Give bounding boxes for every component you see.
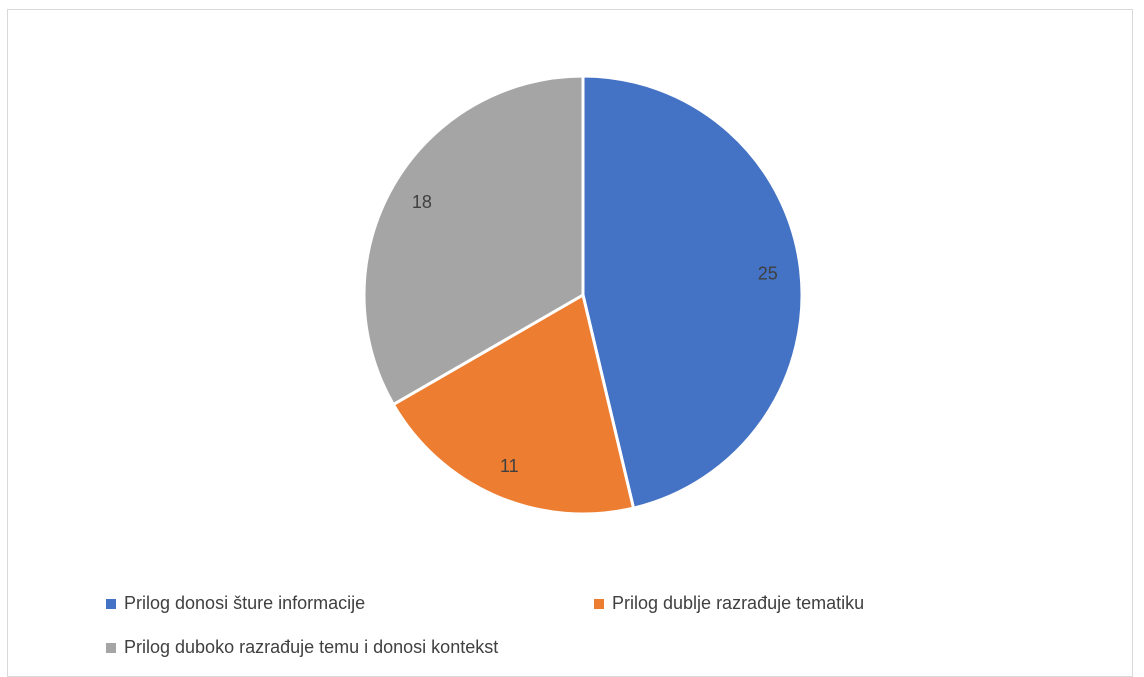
legend-label: Prilog dublje razrađuje tematiku	[612, 593, 865, 613]
legend-item-sture-informacije: Prilog donosi šture informacije	[106, 593, 365, 614]
legend-item-duboko-razraduje: Prilog duboko razrađuje temu i donosi ko…	[106, 637, 498, 658]
legend-label: Prilog donosi šture informacije	[124, 593, 366, 613]
data-label-1: 11	[500, 456, 519, 476]
pie-data-labels: 25 11 18	[412, 192, 778, 476]
slice-sture-informacije	[581, 74, 804, 510]
slice-duboko-razraduje	[362, 74, 585, 406]
legend-label: Prilog duboko razrađuje temu i donosi ko…	[124, 637, 499, 657]
legend-swatch-blue	[106, 598, 116, 609]
data-label-0: 25	[758, 263, 778, 283]
data-label-2: 18	[412, 192, 432, 212]
pie-slices	[362, 74, 804, 516]
legend-swatch-gray	[106, 642, 116, 653]
legend-item-dublje-razraduje: Prilog dublje razrađuje tematiku	[594, 593, 864, 614]
slice-dublje-razraduje	[391, 293, 635, 516]
legend-swatch-orange	[594, 598, 604, 609]
